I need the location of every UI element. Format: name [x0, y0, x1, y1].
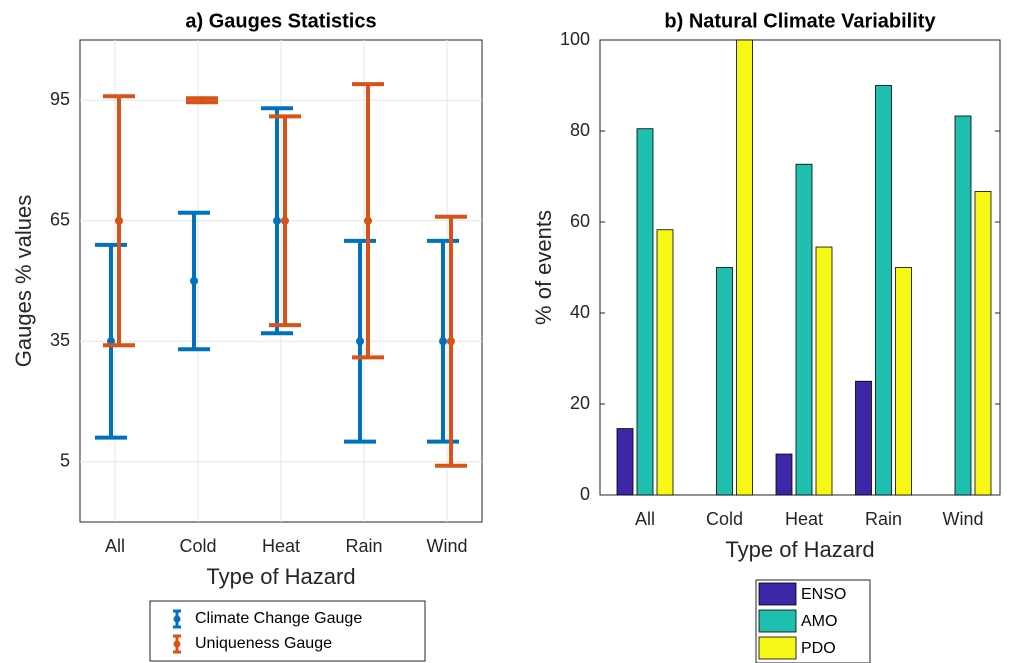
point: [447, 337, 455, 346]
y-tick-label: 0: [580, 484, 590, 504]
x-tick-label: Heat: [785, 509, 823, 529]
chart-title: b) Natural Climate Variability: [664, 10, 936, 32]
point: [356, 337, 364, 346]
y-tick-label: 95: [50, 89, 70, 109]
bar: [616, 428, 634, 496]
bar: [656, 229, 674, 496]
y-tick-label: 40: [570, 302, 590, 322]
x-tick-label: Rain: [865, 509, 902, 529]
legend-label: ENSO: [801, 586, 846, 603]
legend-swatch: [758, 636, 797, 660]
bar: [795, 163, 813, 496]
y-tick-label: 60: [570, 211, 590, 231]
bar: [736, 39, 753, 496]
point: [107, 337, 115, 346]
y-tick-label: 35: [50, 330, 70, 350]
point: [190, 277, 198, 285]
point: [281, 216, 289, 225]
y-tick-label: 5: [60, 451, 70, 471]
y-tick-label: 65: [50, 210, 70, 230]
legend-swatch: [758, 582, 797, 606]
legend-label: Climate Change Gauge: [195, 610, 362, 627]
x-tick-label: Cold: [706, 509, 743, 529]
bar: [815, 246, 833, 496]
x-tick-label: Heat: [262, 536, 300, 556]
legend-symbol: [173, 615, 181, 623]
x-tick-label: Rain: [345, 536, 382, 556]
bar: [855, 380, 872, 496]
y-tick-label: 20: [570, 393, 590, 413]
legend-swatch: [758, 609, 797, 633]
bar: [636, 128, 654, 496]
bar: [875, 85, 892, 496]
bar: [775, 453, 793, 496]
y-tick-label: 80: [570, 120, 590, 140]
point: [198, 96, 206, 105]
x-tick-label: All: [105, 536, 125, 556]
y-tick-label: 100: [560, 29, 590, 49]
x-tick-label: Wind: [426, 536, 467, 556]
legend-label: Uniqueness Gauge: [195, 635, 332, 652]
point: [439, 337, 447, 346]
bar: [974, 191, 992, 496]
bar: [954, 115, 972, 496]
legend-label: AMO: [801, 613, 837, 630]
y-axis-label: Gauges % values: [11, 195, 36, 367]
x-tick-label: All: [635, 509, 655, 529]
x-axis-label: Type of Hazard: [206, 564, 355, 589]
bar: [895, 267, 912, 496]
x-tick-label: Wind: [942, 509, 983, 529]
point: [273, 216, 281, 225]
bar: [716, 267, 733, 496]
legend-box: [149, 600, 426, 662]
legend-symbol: [173, 640, 181, 648]
legend-label: PDO: [801, 640, 836, 657]
y-axis-label: % of events: [531, 210, 556, 325]
chart-title: a) Gauges Statistics: [185, 10, 376, 32]
x-tick-label: Cold: [179, 536, 216, 556]
point: [115, 216, 123, 225]
point: [364, 216, 372, 225]
x-axis-label: Type of Hazard: [725, 537, 874, 562]
